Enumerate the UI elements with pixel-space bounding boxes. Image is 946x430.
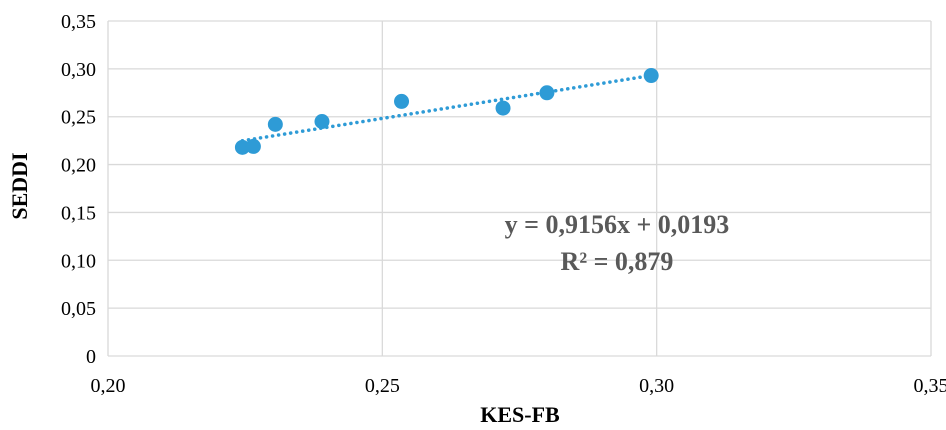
gridlines <box>107 20 932 357</box>
data-point <box>643 68 659 84</box>
y-tick-label: 0,25 <box>61 107 96 129</box>
x-axis-title: KES-FB <box>480 402 560 427</box>
y-tick-label: 0,05 <box>61 298 96 320</box>
r-squared-label: R² = 0,879 <box>561 247 674 276</box>
data-point <box>314 114 330 129</box>
y-tick-label: 0,10 <box>61 250 96 272</box>
y-tick-label: 0,15 <box>61 202 96 224</box>
x-tick-label: 0,25 <box>365 375 400 397</box>
y-tick-label: 0,35 <box>61 11 96 33</box>
data-point <box>267 116 283 132</box>
y-tick-label: 0,30 <box>61 59 96 81</box>
data-point <box>394 93 410 109</box>
trendline <box>240 73 653 143</box>
x-tick-label: 0,20 <box>91 375 126 397</box>
data-points <box>234 68 659 155</box>
x-axis-ticks: 0,20 0,25 0,30 0,35 <box>91 375 946 397</box>
data-point <box>539 85 555 101</box>
trendline-equation: y = 0,9156x + 0,0193 <box>505 210 730 239</box>
x-tick-label: 0,35 <box>914 375 946 397</box>
y-axis-ticks: 0 0,05 0,10 0,15 0,20 0,25 0,30 0,35 <box>61 11 96 368</box>
data-point <box>234 139 250 155</box>
x-tick-label: 0,30 <box>639 375 674 397</box>
y-tick-label: 0,20 <box>61 155 96 177</box>
y-axis-title: SEDDI <box>7 152 32 219</box>
data-point <box>245 138 261 154</box>
trendline-layer <box>240 73 653 143</box>
y-tick-label: 0 <box>86 346 96 368</box>
data-point <box>495 100 511 116</box>
